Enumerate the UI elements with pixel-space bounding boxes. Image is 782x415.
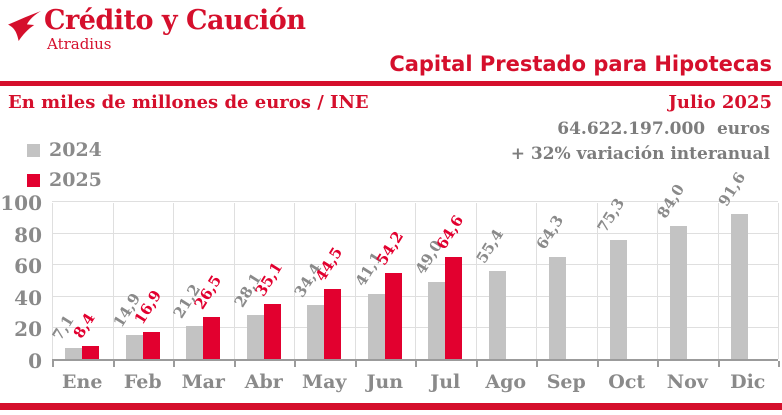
gridline-x-10 bbox=[657, 203, 658, 359]
month-label-Jul: Jul bbox=[430, 371, 461, 393]
bar-2025-Ene bbox=[82, 345, 100, 359]
legend-swatch-2024 bbox=[27, 144, 40, 157]
bar-2024-Jun bbox=[367, 294, 385, 359]
bar-value-2024-Dic: 91,6 bbox=[714, 169, 749, 210]
gridline-x-3 bbox=[234, 203, 235, 359]
y-axis-labels: 0 20 40 60 80 100 bbox=[0, 193, 42, 371]
month-label-Oct: Oct bbox=[608, 371, 646, 393]
bar-value-2025-Jun: 54,2 bbox=[372, 228, 407, 269]
axis-tick-10 bbox=[657, 361, 659, 367]
y-tick-label-60: 60 bbox=[14, 254, 42, 279]
page-title: Capital Prestado para Hipotecas bbox=[389, 52, 772, 76]
gridline-x-5 bbox=[355, 203, 356, 359]
gridline-x-7 bbox=[476, 203, 477, 359]
legend-item-2025: 2025 bbox=[27, 171, 102, 190]
month-label-Dic: Dic bbox=[730, 371, 766, 393]
month-label-Sep: Sep bbox=[546, 371, 586, 393]
yoy-variation: + 32% variación interanual bbox=[510, 144, 770, 164]
month-label-Mar: Mar bbox=[181, 371, 225, 393]
bar-2024-Ene bbox=[65, 347, 83, 359]
axis-tick-4 bbox=[294, 361, 296, 367]
gridline-x-6 bbox=[415, 203, 416, 359]
month-label-Abr: Abr bbox=[244, 371, 283, 393]
bar-value-2025-Ene: 8,4 bbox=[69, 309, 99, 342]
bar-2025-Jul bbox=[445, 256, 463, 359]
bar-2024-Ago bbox=[488, 271, 506, 359]
y-tick-label-100: 100 bbox=[0, 191, 42, 215]
bar-2025-Abr bbox=[263, 303, 281, 359]
bar-2025-May bbox=[324, 288, 342, 359]
period-label: Julio 2025 bbox=[668, 92, 772, 113]
bar-2024-Feb bbox=[125, 335, 143, 359]
bar-2024-Jul bbox=[428, 281, 446, 359]
bar-value-2025-Mar: 26,5 bbox=[190, 272, 226, 313]
axis-tick-9 bbox=[597, 361, 599, 367]
gridline-x-12 bbox=[778, 203, 779, 359]
legend-swatch-2025 bbox=[27, 174, 40, 187]
gridline-x-2 bbox=[173, 203, 174, 359]
axis-tick-2 bbox=[173, 361, 175, 367]
brand-bird-icon bbox=[8, 11, 41, 42]
brand-subname: Atradius bbox=[47, 35, 112, 53]
gridline-y-100 bbox=[52, 201, 778, 202]
y-tick-label-20: 20 bbox=[14, 317, 42, 342]
bar-2025-Feb bbox=[142, 332, 160, 359]
bar-2024-Sep bbox=[549, 257, 567, 359]
month-label-Jun: Jun bbox=[366, 371, 404, 393]
x-axis-labels: Ene Feb Mar Abr May Jun Jul Ago Sep Oct Nov Dic bbox=[52, 371, 778, 397]
gridline-x-9 bbox=[597, 203, 598, 359]
units-label: En miles de millones de euros / INE bbox=[8, 92, 369, 113]
legend-label-2025: 2025 bbox=[49, 169, 102, 191]
bar-value-2025-Abr: 35,1 bbox=[251, 258, 286, 300]
month-label-May: May bbox=[302, 371, 347, 393]
gridline-x-4 bbox=[294, 203, 295, 359]
month-label-Ago: Ago bbox=[485, 371, 527, 393]
y-tick-label-0: 0 bbox=[28, 349, 42, 373]
gridline-x-1 bbox=[113, 203, 114, 359]
footer-bar bbox=[0, 403, 782, 410]
axis-tick-12 bbox=[778, 361, 780, 367]
bar-2025-Mar bbox=[203, 317, 221, 359]
total-amount: 64.622.197.000 euros bbox=[557, 119, 770, 139]
month-label-Nov: Nov bbox=[666, 371, 708, 393]
month-label-Feb: Feb bbox=[123, 371, 162, 393]
bar-2024-Mar bbox=[186, 325, 204, 359]
bar-2024-Abr bbox=[246, 314, 264, 359]
gridline-x-11 bbox=[718, 203, 719, 359]
axis-tick-8 bbox=[536, 361, 538, 367]
axis-tick-1 bbox=[113, 361, 115, 367]
axis-tick-11 bbox=[718, 361, 720, 367]
bar-2024-Dic bbox=[730, 214, 748, 359]
header-divider bbox=[0, 81, 782, 86]
axis-tick-0 bbox=[52, 361, 54, 367]
y-tick-label-80: 80 bbox=[14, 222, 42, 247]
gridline-x-0 bbox=[52, 203, 53, 359]
bar-2025-Jun bbox=[384, 273, 402, 359]
plot-area: 7,1 8,4 14,9 16,9 21,2 26,5 28,1 35,1 34,4 44,5 41… bbox=[49, 169, 780, 367]
brand-name: Crédito y Caución bbox=[44, 5, 306, 36]
axis-tick-3 bbox=[234, 361, 236, 367]
bar-2024-Nov bbox=[670, 226, 688, 359]
bar-2024-Oct bbox=[609, 240, 627, 359]
legend-label-2024: 2024 bbox=[49, 139, 102, 161]
axis-tick-5 bbox=[355, 361, 357, 367]
legend-item-2024: 2024 bbox=[27, 141, 102, 160]
month-label-Ene: Ene bbox=[62, 371, 103, 393]
axis-tick-7 bbox=[476, 361, 478, 367]
y-tick-label-40: 40 bbox=[14, 285, 42, 310]
axis-tick-6 bbox=[415, 361, 417, 367]
gridline-x-8 bbox=[536, 203, 537, 359]
bar-2024-May bbox=[307, 304, 325, 359]
chart-legend: 2024 2025 bbox=[27, 141, 102, 201]
